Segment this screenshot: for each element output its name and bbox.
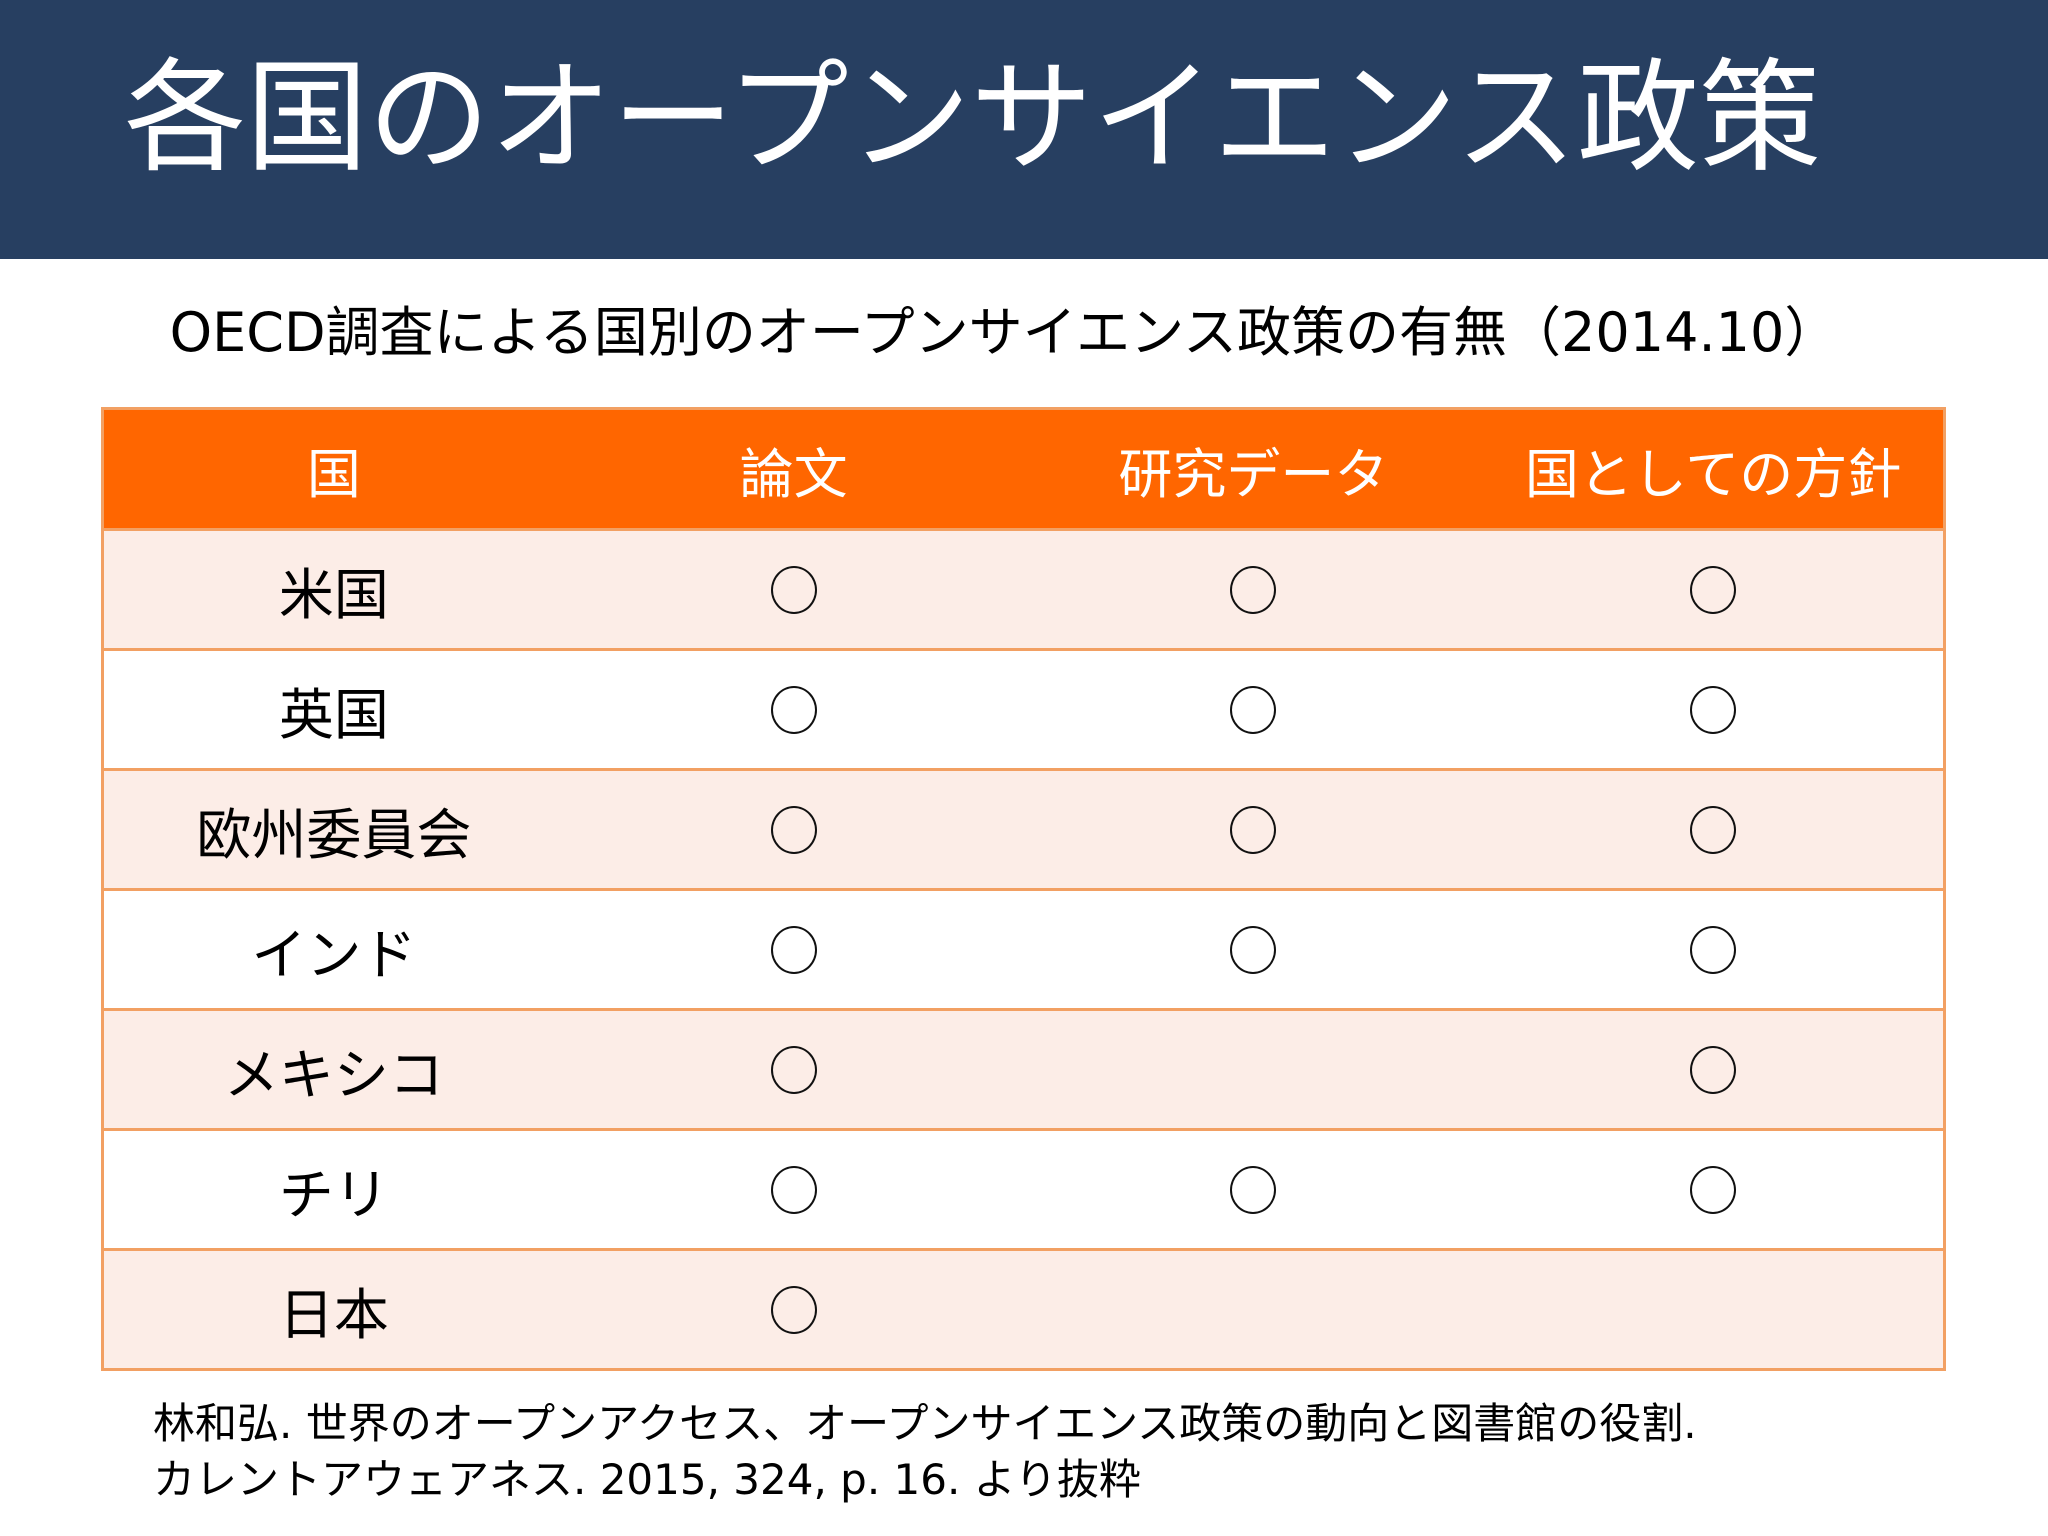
table-row: 英国 (104, 651, 1943, 771)
research-data-cell (1024, 531, 1484, 648)
slide-title: 各国のオープンサイエンス政策 (124, 47, 1822, 189)
national-policy-cell (1483, 531, 1943, 648)
research-data-cell (1024, 891, 1484, 1008)
circle-mark-icon (1230, 1165, 1277, 1214)
circle-mark-icon (770, 1285, 817, 1334)
table-row: 日本 (104, 1251, 1943, 1368)
papers-cell (564, 651, 1024, 768)
policy-table: 国 論文 研究データ 国としての方針 米国 英国 欧州委員会 インド メキシコ … (101, 407, 1946, 1371)
circle-mark-icon (770, 565, 817, 614)
circle-mark-icon (1690, 925, 1737, 974)
header-papers: 論文 (739, 442, 848, 506)
circle-mark-icon (1690, 1045, 1737, 1094)
country-cell: 日本 (278, 1282, 389, 1347)
country-cell: 米国 (278, 562, 389, 627)
research-data-cell (1024, 771, 1484, 888)
citation-line-1: 林和弘. 世界のオープンアクセス、オープンサイエンス政策の動向と図書館の役割. (153, 1399, 1697, 1448)
country-cell: メキシコ (223, 1042, 444, 1107)
circle-mark-icon (1690, 1165, 1737, 1214)
circle-mark-icon (1230, 925, 1277, 974)
table-row: メキシコ (104, 1011, 1943, 1131)
circle-mark-icon (1690, 685, 1737, 734)
country-cell: 欧州委員会 (196, 802, 472, 867)
title-band: 各国のオープンサイエンス政策 (0, 0, 2048, 259)
citation-line-2: カレントアウェアネス. 2015, 324, p. 16. より抜粋 (153, 1455, 1141, 1504)
table-row: インド (104, 891, 1943, 1011)
circle-mark-icon (770, 1165, 817, 1214)
circle-mark-icon (770, 925, 817, 974)
national-policy-cell (1483, 1011, 1943, 1128)
table-row: 米国 (104, 531, 1943, 651)
national-policy-cell (1483, 771, 1943, 888)
circle-mark-icon (1690, 565, 1737, 614)
table-header-row: 国 論文 研究データ 国としての方針 (104, 410, 1943, 531)
papers-cell (564, 1131, 1024, 1248)
table-row: 欧州委員会 (104, 771, 1943, 891)
research-data-cell (1024, 1011, 1484, 1128)
papers-cell (564, 1251, 1024, 1368)
citation: 林和弘. 世界のオープンアクセス、オープンサイエンス政策の動向と図書館の役割. … (153, 1396, 1697, 1508)
circle-mark-icon (770, 685, 817, 734)
circle-mark-icon (1690, 805, 1737, 854)
research-data-cell (1024, 1251, 1484, 1368)
papers-cell (564, 1011, 1024, 1128)
national-policy-cell (1483, 1251, 1943, 1368)
header-national-policy: 国としての方針 (1524, 442, 1902, 506)
circle-mark-icon (1230, 565, 1277, 614)
papers-cell (564, 891, 1024, 1008)
research-data-cell (1024, 1131, 1484, 1248)
national-policy-cell (1483, 651, 1943, 768)
circle-mark-icon (1230, 805, 1277, 854)
header-research-data: 研究データ (1118, 442, 1389, 506)
country-cell: 英国 (278, 682, 389, 747)
header-country: 国 (306, 442, 361, 506)
papers-cell (564, 531, 1024, 648)
table-row: チリ (104, 1131, 1943, 1251)
country-cell: インド (251, 922, 417, 987)
circle-mark-icon (1230, 685, 1277, 734)
papers-cell (564, 771, 1024, 888)
research-data-cell (1024, 651, 1484, 768)
national-policy-cell (1483, 891, 1943, 1008)
circle-mark-icon (770, 1045, 817, 1094)
circle-mark-icon (770, 805, 817, 854)
country-cell: チリ (278, 1162, 389, 1227)
national-policy-cell (1483, 1131, 1943, 1248)
slide-subtitle: OECD調査による国別のオープンサイエンス政策の有無（2014.10） (169, 301, 1839, 364)
